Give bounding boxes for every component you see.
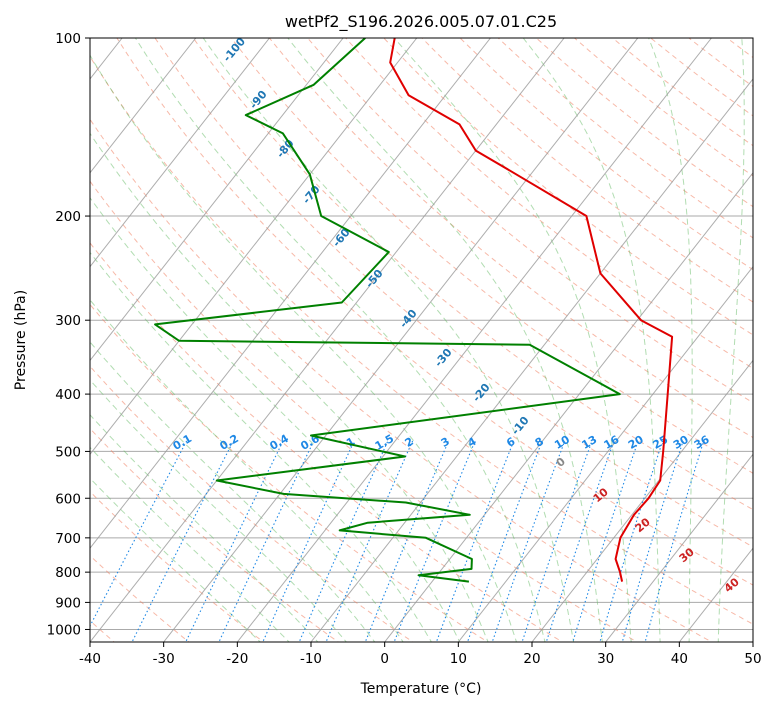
- x-axis-label: Temperature (°C): [360, 681, 482, 697]
- x-tick-label: -20: [226, 651, 248, 667]
- isotherm-line: [531, 359, 753, 642]
- mixing-ratio-line: [90, 440, 188, 628]
- dry-adiabat-line: [90, 180, 639, 642]
- dry-adiabat-line: [230, 38, 753, 474]
- mixing-ratio-line: [325, 440, 414, 642]
- moist-adiabat-line: [648, 38, 693, 642]
- moist-adiabat-line: [90, 477, 261, 642]
- mixing-ratio-line: [218, 440, 315, 642]
- isotherm-line: [310, 78, 753, 642]
- moist-adiabat-line: [202, 38, 575, 642]
- moist-adiabat-line: [90, 299, 404, 642]
- y-axis-label: Pressure (hPa): [13, 290, 29, 390]
- dry-adiabat-line: [90, 118, 713, 642]
- moist-adiabat-line: [90, 414, 319, 642]
- moist-adiabat-line: [90, 251, 432, 642]
- temperature-line: [389, 38, 674, 582]
- dry-adiabat-line: [90, 242, 564, 642]
- moist-adiabat-line: [90, 54, 518, 642]
- x-tick-label: 10: [450, 651, 467, 667]
- x-tick-label: 30: [597, 651, 614, 667]
- dry-adiabat-line: [306, 38, 753, 404]
- y-tick-label: 1000: [47, 622, 81, 638]
- x-tick-label: -30: [153, 651, 175, 667]
- moist-adiabat-line: [393, 38, 632, 642]
- isotherm-line: [90, 38, 565, 642]
- mixing-ratio-line: [572, 440, 639, 642]
- dry-adiabat-line: [90, 554, 190, 642]
- profiles: [154, 38, 674, 583]
- dry-adiabat-line: [116, 38, 753, 586]
- background-lines: [90, 38, 753, 642]
- dry-adiabat-line: [383, 38, 753, 336]
- isotherm-line: [90, 38, 270, 268]
- y-tick-label: 500: [55, 444, 81, 460]
- y-tick-label: 100: [55, 31, 81, 47]
- mixing-ratio-line: [644, 440, 705, 642]
- y-tick-label: 600: [55, 491, 81, 507]
- moist-adiabat-line: [90, 132, 489, 642]
- y-tick-label: 400: [55, 387, 81, 403]
- moist-adiabat-line: [90, 196, 461, 642]
- isotherm-line: [236, 38, 712, 642]
- dry-adiabat-line: [90, 365, 414, 642]
- x-tick-label: 0: [380, 651, 389, 667]
- isotherm-line: [90, 38, 491, 549]
- mixing-ratio-line: [393, 440, 476, 642]
- plot-frame: [89, 37, 754, 643]
- x-tick-label: 50: [744, 651, 761, 667]
- dry-adiabat-line: [90, 55, 753, 625]
- mixing-ratio-line: [298, 440, 389, 642]
- mixing-ratio-line: [364, 440, 450, 642]
- dry-adiabat-line: [154, 38, 753, 548]
- x-tick-label: 20: [523, 651, 540, 667]
- isotherm-line: [90, 38, 197, 174]
- y-tick-label: 200: [55, 209, 81, 225]
- chart-title: wetPf2_S196.2026.005.07.01.C25: [285, 12, 557, 32]
- dry-adiabat-line: [90, 427, 340, 642]
- dry-adiabat-line: [90, 303, 489, 642]
- x-tick-label: -40: [79, 651, 101, 667]
- mixing-ratio-line: [545, 440, 615, 642]
- dewpoint-line: [154, 38, 621, 583]
- moist-adiabat-line: [287, 38, 603, 642]
- y-axis-ticks: 100 200 300 400 500 600 700 800 900 1000: [47, 31, 90, 638]
- x-axis-ticks: -40 -30 -20 -10 0 10 20 30 40 50: [79, 642, 762, 667]
- moist-adiabat-line: [90, 341, 376, 642]
- y-tick-label: 300: [55, 313, 81, 329]
- y-tick-label: 800: [55, 565, 81, 581]
- x-tick-label: 40: [671, 651, 688, 667]
- x-tick-label: -10: [300, 651, 322, 667]
- isotherm-line: [384, 171, 753, 642]
- isotherm-line: [163, 38, 639, 642]
- y-tick-label: 700: [55, 531, 81, 547]
- moist-adiabat-line: [90, 446, 290, 642]
- y-tick-label: 900: [55, 595, 81, 611]
- dry-adiabat-line: [192, 38, 753, 511]
- isotherm-line: [457, 265, 753, 642]
- mixing-ratio-line: [621, 440, 684, 642]
- mixing-ratio-line: [521, 440, 593, 642]
- isotherm-line: [90, 38, 344, 362]
- isotherm-line: [605, 453, 753, 642]
